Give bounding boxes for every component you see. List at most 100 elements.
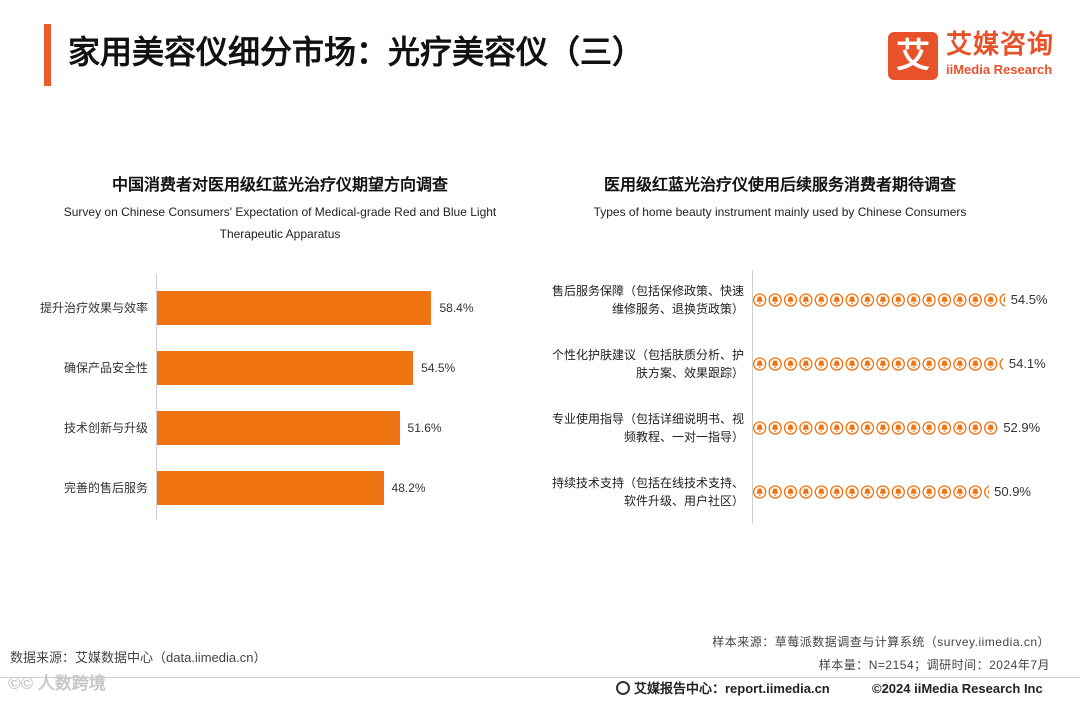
lamp-icon xyxy=(937,357,952,371)
lamp-icon xyxy=(922,357,936,371)
lamp-icon xyxy=(907,293,921,307)
bar-value-label: 51.6% xyxy=(407,421,442,435)
lamp-icon xyxy=(876,293,890,307)
pictograph-bar xyxy=(753,293,1005,307)
lamp-icon xyxy=(860,293,875,307)
right-chart-subtitle: Types of home beauty instrument mainly u… xyxy=(593,205,967,219)
lamp-icon xyxy=(860,485,875,499)
row-category-label: 专业使用指导（包括详细说明书、视 频教程、一对一指导） xyxy=(551,412,744,444)
lamp-icon xyxy=(799,293,813,307)
left-chart-axis xyxy=(156,274,157,520)
report-center: 艾媒报告中心：report.iimedia.cn xyxy=(616,680,830,698)
row-category-label: 个性化护肤建议（包括肤质分析、护 肤方案、效果跟踪） xyxy=(551,348,744,380)
lamp-icon xyxy=(968,293,982,307)
lamp-icon xyxy=(799,485,813,499)
data-source: 数据来源：艾媒数据中心（data.iimedia.cn） xyxy=(10,650,267,665)
row-value-label: 52.9% xyxy=(1003,420,1041,435)
lamp-icon xyxy=(753,485,767,499)
row-value-label: 54.5% xyxy=(1010,292,1048,307)
sample-source: 样本来源：草莓派数据调查与计算系统（survey.iimedia.cn） xyxy=(712,635,1050,649)
lamp-icon xyxy=(845,421,859,435)
lamp-icon xyxy=(753,293,767,307)
bar xyxy=(157,471,384,505)
lamp-icon xyxy=(953,357,967,371)
title-accent-bar xyxy=(44,24,51,86)
logo-text-en: iiMedia Research xyxy=(946,62,1053,77)
bar xyxy=(157,411,400,445)
lamp-icon xyxy=(783,357,798,371)
lamp-icon xyxy=(937,293,952,307)
bar xyxy=(157,351,414,385)
bar-value-label: 54.5% xyxy=(421,361,456,375)
bar-category-label: 提升治疗效果与效率 xyxy=(39,301,148,315)
lamp-icon xyxy=(799,421,813,435)
lamp-icon xyxy=(937,485,952,499)
lamp-icon xyxy=(968,357,982,371)
bar-category-label: 确保产品安全性 xyxy=(63,361,148,375)
globe-icon xyxy=(616,681,630,695)
lamp-icon xyxy=(999,293,1005,307)
lamp-icon xyxy=(814,293,828,307)
lamp-icon xyxy=(860,421,875,435)
lamp-icon xyxy=(891,293,905,307)
logo-text-cn: 艾媒咨询 xyxy=(946,29,1055,59)
lamp-icon xyxy=(753,357,767,371)
lamp-icon xyxy=(968,421,982,435)
pictograph-bar xyxy=(753,485,989,499)
row-category-label: 持续技术支持（包括在线技术支持、 软件升级、用户社区） xyxy=(551,476,744,508)
lamp-icon xyxy=(891,485,905,499)
lamp-icon xyxy=(830,357,844,371)
lamp-icon xyxy=(814,421,828,435)
lamp-icon xyxy=(753,421,767,435)
lamp-icon xyxy=(922,421,936,435)
lamp-icon xyxy=(907,485,921,499)
lamp-icon xyxy=(953,485,967,499)
lamp-icon xyxy=(968,485,982,499)
lamp-icon xyxy=(783,421,798,435)
lamp-icon xyxy=(999,358,1003,370)
row-category-label: 售后服务保障（包括保修政策、快速 维修服务、退换货政策） xyxy=(551,284,744,316)
lamp-icon xyxy=(768,357,782,371)
watermark: ©© 人数跨境 xyxy=(8,674,106,693)
sample-size: 样本量：N=2154；调研时间：2024年7月 xyxy=(818,658,1050,672)
report-center-text: 艾媒报告中心：report.iimedia.cn xyxy=(634,681,830,696)
lamp-icon xyxy=(953,421,967,435)
lamp-icon xyxy=(984,357,998,371)
pictograph-bar xyxy=(753,421,998,435)
lamp-icon xyxy=(953,293,967,307)
right-chart-axis xyxy=(752,270,753,524)
lamp-icon xyxy=(876,421,890,435)
lamp-icon xyxy=(845,293,859,307)
lamp-icon xyxy=(768,421,782,435)
lamp-icon xyxy=(783,485,798,499)
right-chart-title: 医用级红蓝光治疗仪使用后续服务消费者期待调查 xyxy=(603,177,956,194)
logo-icon: 艾 xyxy=(888,32,938,80)
pictograph-bar xyxy=(753,357,1003,371)
lamp-icon xyxy=(984,485,989,499)
lamp-icon xyxy=(876,357,890,371)
lamp-icon xyxy=(937,421,952,435)
lamp-icon xyxy=(907,421,921,435)
bar-category-label: 完善的售后服务 xyxy=(63,481,148,495)
copyright: ©2024 iiMedia Research Inc xyxy=(872,681,1043,696)
left-chart-subtitle-1: Survey on Chinese Consumers' Expectation… xyxy=(63,205,497,219)
left-chart-subtitle-2: Therapeutic Apparatus xyxy=(219,227,341,241)
lamp-icon xyxy=(922,485,936,499)
bar xyxy=(157,291,432,325)
lamp-icon xyxy=(814,485,828,499)
bar-value-label: 58.4% xyxy=(439,301,474,315)
page-title: 家用美容仪细分市场：光疗美容仪（三） xyxy=(68,34,645,70)
lamp-icon xyxy=(922,293,936,307)
lamp-icon xyxy=(768,485,782,499)
left-chart-title: 中国消费者对医用级红蓝光治疗仪期望方向调查 xyxy=(111,177,448,194)
lamp-icon xyxy=(768,293,782,307)
row-value-label: 54.1% xyxy=(1008,356,1046,371)
lamp-icon xyxy=(907,357,921,371)
lamp-icon xyxy=(845,485,859,499)
bar-value-label: 48.2% xyxy=(391,481,426,495)
lamp-icon xyxy=(783,293,798,307)
lamp-icon xyxy=(830,293,844,307)
lamp-icon xyxy=(814,357,828,371)
lamp-icon xyxy=(830,421,844,435)
lamp-icon xyxy=(984,421,998,435)
